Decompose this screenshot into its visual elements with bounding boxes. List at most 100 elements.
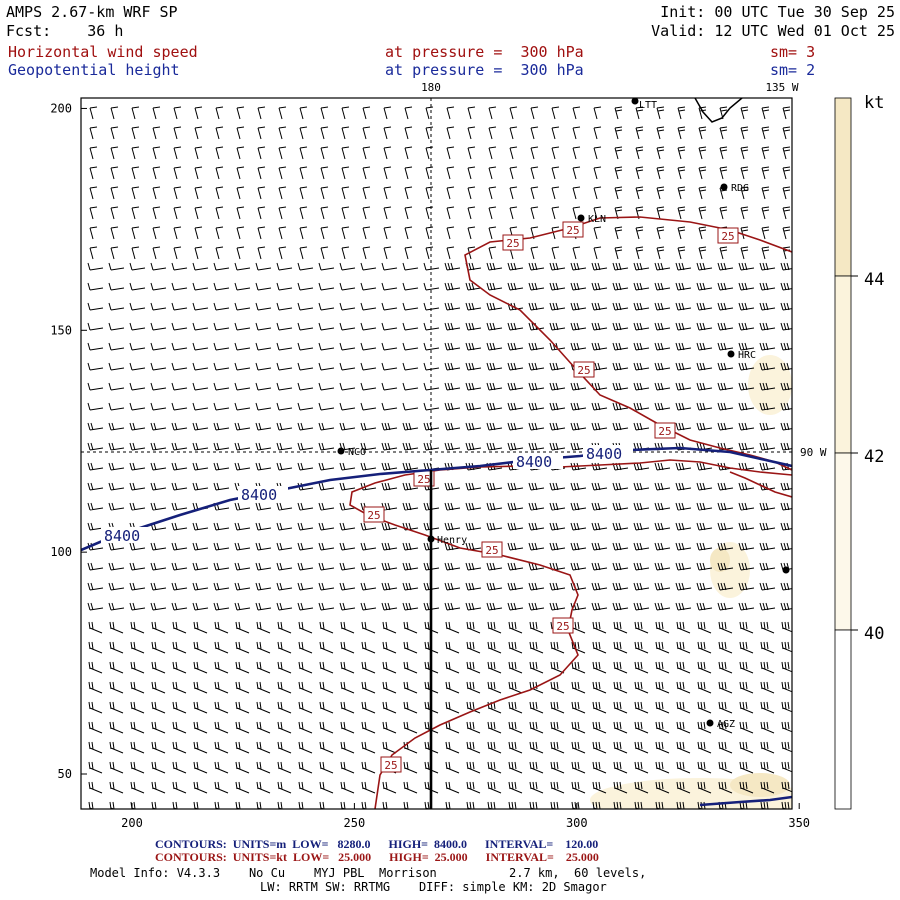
station-nco: NCO — [337, 447, 366, 458]
wind-barb — [572, 126, 581, 140]
wind-barb — [697, 681, 712, 694]
wind-barb — [425, 206, 434, 220]
wind-barb — [152, 126, 161, 140]
wind-barb — [150, 322, 167, 331]
wind-barb — [634, 801, 643, 809]
wind-barb — [297, 502, 314, 511]
wind-barb — [151, 681, 166, 694]
wind-barb — [277, 761, 292, 774]
wind-barb — [528, 282, 545, 291]
coastline — [694, 98, 743, 123]
wind-barb — [360, 562, 377, 571]
wind-barb — [570, 302, 587, 311]
wind-barb — [507, 362, 524, 371]
wind-barb — [697, 721, 712, 734]
wind-barb — [404, 206, 413, 220]
wind-barb — [297, 462, 314, 471]
wind-label-7: 25 — [363, 506, 385, 523]
wind-barb — [173, 146, 182, 160]
wind-barb — [299, 246, 308, 260]
wind-barb — [528, 522, 545, 531]
wind-barb — [235, 621, 250, 634]
wind-barb — [614, 166, 623, 180]
wind-barb — [759, 602, 776, 611]
wind-barb — [633, 482, 650, 491]
wind-barb — [404, 166, 413, 180]
wind-barb — [129, 282, 146, 291]
wind-barb — [528, 322, 545, 331]
wind-barb — [88, 761, 103, 774]
wind-barb — [698, 186, 707, 200]
wind-barb — [655, 721, 670, 734]
wind-barb — [87, 442, 104, 451]
wind-barb — [278, 126, 287, 140]
wind-barb — [467, 226, 476, 240]
wind-barb — [109, 621, 124, 634]
wind-barb — [759, 582, 776, 591]
wind-barb — [444, 442, 461, 451]
wind-barb — [87, 282, 104, 291]
colorbar-segment — [834, 275, 852, 454]
wind-barb — [550, 641, 565, 654]
wind-barb — [781, 701, 792, 713]
wind-barb — [129, 482, 146, 491]
wind-barb — [633, 382, 650, 391]
wind-barb — [319, 621, 334, 634]
wind-barb — [529, 681, 544, 694]
wind-barb — [697, 781, 712, 794]
wind-barb — [130, 741, 145, 754]
wind-barb — [738, 422, 755, 431]
wind-barb — [614, 126, 623, 140]
x-tick-label: 250 — [344, 816, 366, 830]
wind-barb — [759, 302, 776, 311]
wind-barb — [257, 186, 266, 200]
wind-barb — [404, 226, 413, 240]
contours-wind-info: CONTOURS: UNITS=kt LOW= 25.000 HIGH= 25.… — [155, 850, 599, 864]
wind-barb — [299, 106, 308, 120]
wind-barb — [633, 302, 650, 311]
wind-barb — [318, 442, 335, 451]
wind-barb — [318, 342, 335, 351]
wind-barb — [677, 186, 686, 200]
wind-barb — [276, 542, 293, 551]
wind-barb — [108, 422, 125, 431]
svg-text:Henry: Henry — [437, 535, 467, 546]
wind-barb — [760, 681, 775, 694]
wind-barb — [738, 342, 755, 351]
wind-barb — [781, 781, 792, 793]
wind-barb — [528, 422, 545, 431]
wind-barb — [298, 781, 313, 794]
wind-barb — [698, 226, 707, 240]
wind-barb — [361, 621, 376, 634]
wind-barb — [530, 206, 539, 220]
wind-barb — [487, 801, 496, 809]
wind-barb — [213, 342, 230, 351]
wind-barb — [486, 282, 503, 291]
wind-barb — [382, 641, 397, 654]
wind-barb — [592, 781, 607, 794]
wind-barb — [444, 602, 461, 611]
wind-barb — [530, 106, 539, 120]
wind-barb — [255, 582, 272, 591]
model-title: AMPS 2.67-km WRF SP — [6, 3, 178, 21]
wind-barb — [780, 562, 792, 571]
wind-barb — [654, 582, 671, 591]
wind-barb — [214, 721, 229, 734]
wind-barb — [633, 562, 650, 571]
wind-barb — [150, 262, 167, 271]
wind-barb — [717, 422, 734, 431]
wind-barb — [676, 781, 691, 794]
wind-barb — [108, 302, 125, 311]
wind-barb — [677, 226, 686, 240]
wind-barb — [236, 126, 245, 140]
wind-barb — [738, 502, 755, 511]
wind-barb — [402, 562, 419, 571]
wind-barb — [402, 382, 419, 391]
wind-barb — [339, 522, 356, 531]
wind-barb — [738, 562, 755, 571]
wind-barb — [425, 106, 434, 120]
wind-barb — [592, 681, 607, 694]
wind-barb — [151, 621, 166, 634]
wind-barb — [593, 166, 602, 180]
wind-barb — [360, 362, 377, 371]
